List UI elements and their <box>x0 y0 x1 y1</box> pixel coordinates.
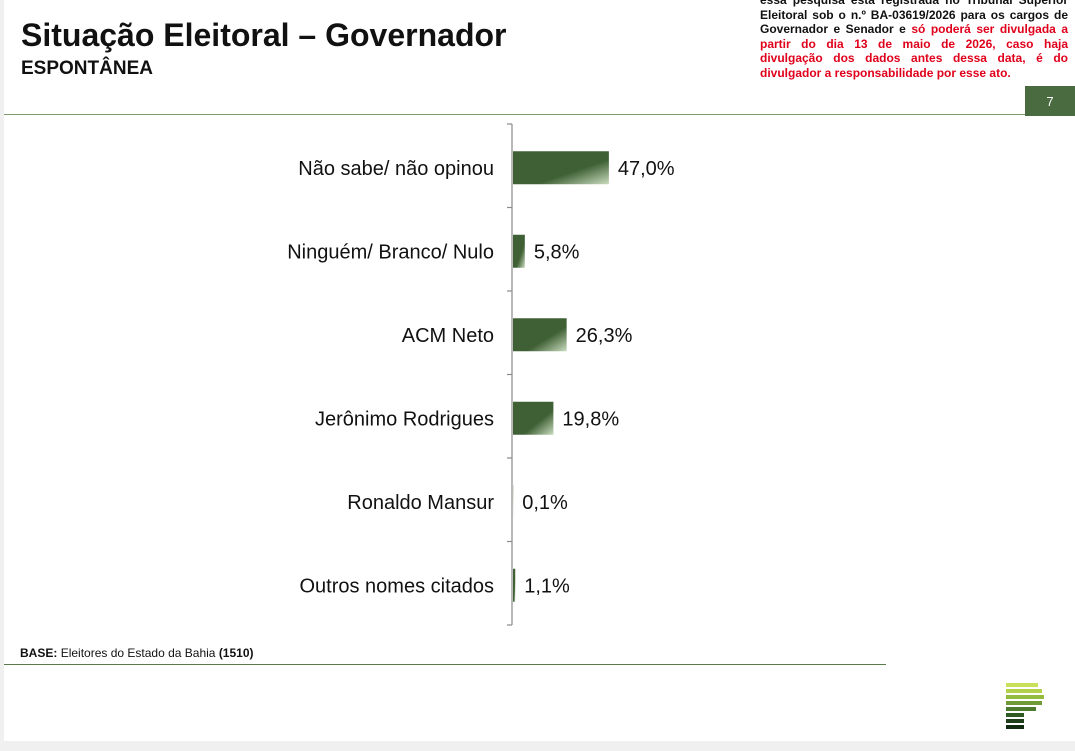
category-label: Jerônimo Rodrigues <box>315 408 494 430</box>
page-number-badge: 7 <box>1025 86 1075 116</box>
bar <box>513 568 516 602</box>
notice-warning: só poderá ser divulgada a partir do dia … <box>760 22 1068 80</box>
category-label: ACM Neto <box>402 325 494 347</box>
slide: Situação Eleitoral – Governador ESPONTÂN… <box>4 0 1075 741</box>
data-label: 0,1% <box>522 492 568 514</box>
header-divider <box>4 114 1025 115</box>
category-label: Outros nomes citados <box>299 575 494 597</box>
base-text: Eleitores do Estado da Bahia <box>60 646 216 660</box>
base-prefix: BASE: <box>20 646 58 660</box>
bar <box>513 401 554 435</box>
bar-chart: Não sabe/ não opinou 47,0% Ninguém/ Branco… <box>287 123 675 626</box>
data-label: 1,1% <box>524 575 570 597</box>
data-label: 19,8% <box>562 408 619 430</box>
data-label: 47,0% <box>618 158 675 180</box>
bar <box>513 318 567 352</box>
category-label: Ninguém/ Branco/ Nulo <box>287 241 494 263</box>
registration-notice: essa pesquisa está registrada no Tribuna… <box>760 0 1068 80</box>
company-logo-icon <box>1006 683 1044 729</box>
notice-text: essa pesquisa está registrada no Tribuna… <box>760 0 1068 36</box>
bar <box>513 151 609 185</box>
base-count: (1510) <box>218 646 254 660</box>
bar <box>513 234 525 268</box>
page-subtitle: ESPONTÂNEA <box>21 58 153 79</box>
page-title: Situação Eleitoral – Governador <box>21 17 507 53</box>
sample-base: BASE: Eleitores do Estado da Bahia (1510… <box>20 646 254 660</box>
footer-divider <box>4 664 886 665</box>
category-label: Não sabe/ não opinou <box>298 158 494 180</box>
category-label: Ronaldo Mansur <box>347 492 494 514</box>
data-label: 26,3% <box>576 325 633 347</box>
data-label: 5,8% <box>534 241 580 263</box>
